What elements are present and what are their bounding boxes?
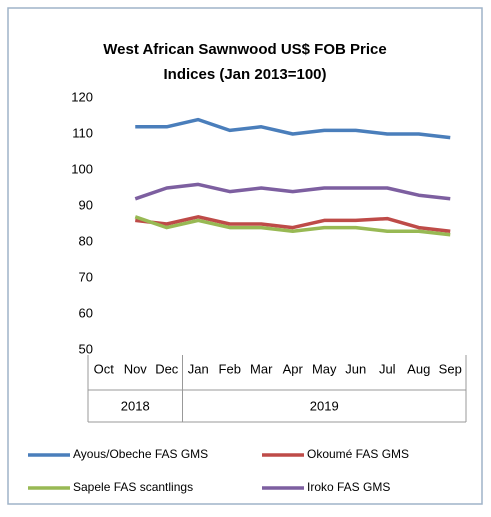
series-line bbox=[134, 182, 451, 201]
group-label: 2018 bbox=[121, 398, 150, 413]
x-tick-label: Aug bbox=[407, 361, 430, 376]
x-tick-label: Jan bbox=[188, 361, 209, 376]
x-tick-label: Jun bbox=[345, 361, 366, 376]
legend-label: Iroko FAS GMS bbox=[307, 480, 390, 494]
x-tick-label: Oct bbox=[94, 361, 115, 376]
x-tick-label: Apr bbox=[283, 361, 304, 376]
x-tick-label: May bbox=[312, 361, 337, 376]
x-tick-label: Dec bbox=[155, 361, 179, 376]
y-tick-label: 50 bbox=[79, 341, 93, 356]
x-tick-label: Jul bbox=[379, 361, 396, 376]
y-tick-label: 60 bbox=[79, 305, 93, 320]
series-line bbox=[134, 215, 451, 237]
legend-label: Okoumé FAS GMS bbox=[307, 447, 409, 461]
chart-border bbox=[7, 7, 483, 505]
legend-label: Sapele FAS scantlings bbox=[73, 480, 193, 494]
y-tick-label: 100 bbox=[71, 161, 93, 176]
y-tick-label: 70 bbox=[79, 269, 93, 284]
x-tick-label: Feb bbox=[219, 361, 241, 376]
x-tick-label: Mar bbox=[250, 361, 273, 376]
y-tick-label: 120 bbox=[71, 89, 93, 104]
chart-title: West African Sawnwood US$ FOB Price bbox=[103, 41, 386, 58]
series-line bbox=[135, 117, 451, 140]
series-line bbox=[135, 215, 451, 233]
x-tick-label: Sep bbox=[439, 361, 462, 376]
group-label: 2019 bbox=[310, 398, 339, 413]
x-tick-label: Nov bbox=[124, 361, 148, 376]
y-tick-label: 80 bbox=[79, 233, 93, 248]
legend-label: Ayous/Obeche FAS GMS bbox=[73, 447, 208, 461]
y-tick-label: 110 bbox=[72, 125, 93, 140]
y-tick-label: 90 bbox=[79, 197, 93, 212]
chart-title: Indices (Jan 2013=100) bbox=[163, 66, 326, 83]
